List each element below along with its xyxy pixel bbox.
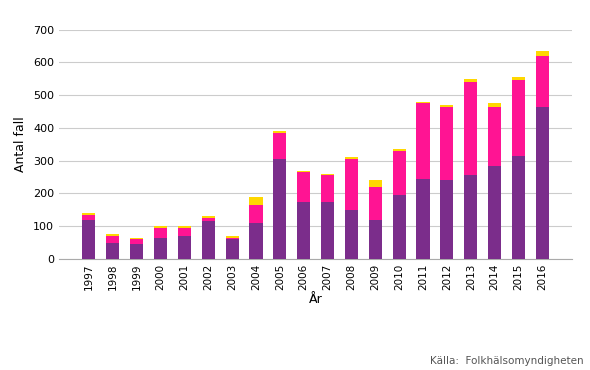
Bar xyxy=(106,236,119,243)
Bar xyxy=(392,151,406,195)
Bar xyxy=(106,235,119,236)
Bar xyxy=(321,175,334,202)
X-axis label: År: År xyxy=(309,293,323,306)
Bar xyxy=(417,102,430,103)
Bar xyxy=(345,157,358,159)
Bar xyxy=(297,172,310,202)
Bar xyxy=(106,243,119,259)
Text: Källa:  Folkhälsomyndigheten: Källa: Folkhälsomyndigheten xyxy=(431,356,584,366)
Bar xyxy=(369,220,382,259)
Bar xyxy=(202,216,215,218)
Bar xyxy=(321,202,334,259)
Bar xyxy=(225,238,239,239)
Bar xyxy=(464,82,477,175)
Bar xyxy=(130,239,143,244)
Bar xyxy=(130,238,143,239)
Bar xyxy=(154,226,167,228)
Bar xyxy=(83,213,96,215)
Bar xyxy=(202,218,215,221)
Bar xyxy=(488,103,501,107)
Bar xyxy=(392,195,406,259)
Bar xyxy=(178,226,191,228)
Bar xyxy=(297,202,310,259)
Bar xyxy=(250,197,263,205)
Bar xyxy=(178,236,191,259)
Bar xyxy=(512,80,525,156)
Bar xyxy=(488,166,501,259)
Bar xyxy=(178,228,191,236)
Bar xyxy=(345,159,358,210)
Bar xyxy=(225,236,239,238)
Bar xyxy=(225,239,239,259)
Bar xyxy=(440,180,454,259)
Bar xyxy=(369,180,382,187)
Bar xyxy=(488,107,501,166)
Bar xyxy=(83,215,96,220)
Bar xyxy=(83,220,96,259)
Bar xyxy=(392,149,406,151)
Bar xyxy=(369,187,382,220)
Bar xyxy=(536,107,549,259)
Bar xyxy=(512,156,525,259)
Bar xyxy=(273,133,286,159)
Bar xyxy=(273,159,286,259)
Bar xyxy=(464,175,477,259)
Bar xyxy=(297,171,310,172)
Bar xyxy=(154,238,167,259)
Bar xyxy=(464,79,477,82)
Bar xyxy=(536,56,549,107)
Bar xyxy=(250,223,263,259)
Bar xyxy=(440,107,454,180)
Bar xyxy=(417,103,430,179)
Bar xyxy=(536,51,549,56)
Bar xyxy=(512,77,525,80)
Bar xyxy=(417,179,430,259)
Bar xyxy=(345,210,358,259)
Bar xyxy=(154,228,167,238)
Bar xyxy=(130,244,143,259)
Bar xyxy=(321,174,334,175)
Bar xyxy=(250,205,263,223)
Bar xyxy=(440,105,454,107)
Bar xyxy=(202,221,215,259)
Y-axis label: Antal fall: Antal fall xyxy=(15,117,28,172)
Bar xyxy=(273,131,286,133)
